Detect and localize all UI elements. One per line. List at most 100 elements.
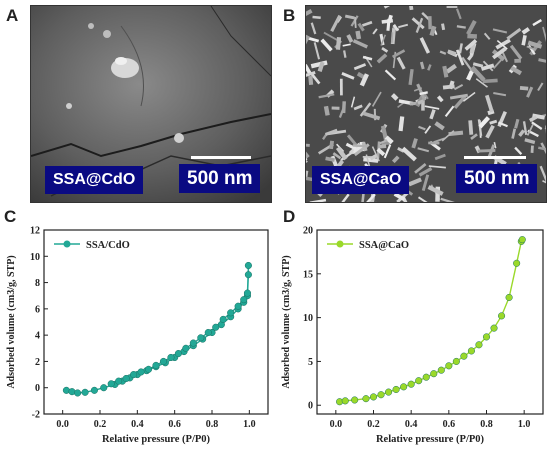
sem-flake: [384, 69, 397, 81]
sem-flake: [470, 65, 486, 82]
sem-flake: [511, 128, 517, 139]
data-point: [100, 384, 108, 392]
sem-flake: [445, 63, 457, 74]
sem-flake: [339, 78, 343, 96]
sem-flake: [475, 78, 488, 88]
sem-flake: [538, 58, 546, 63]
y-tick-label: 0: [35, 383, 40, 394]
x-tick-label: 0.4: [131, 419, 144, 430]
sem-flake: [427, 64, 432, 71]
sem-flake: [492, 46, 507, 60]
y-tick-label: 15: [303, 269, 313, 280]
data-point: [385, 388, 393, 396]
panel-letter-c: C: [4, 207, 17, 226]
chart-d: 0.0 0.2 0.4 0.6 0.8 1.0 0 5 10 15 20 Relative press…: [275, 222, 550, 449]
data-point: [219, 315, 227, 323]
x-axis-label: Relative pressure (P/P0): [376, 434, 485, 445]
sem-flake: [493, 91, 507, 97]
sem-flake: [318, 93, 335, 99]
legend-label: SSA/CdO: [86, 240, 130, 251]
sem-flake: [346, 134, 358, 146]
data-point: [152, 361, 160, 369]
data-point: [244, 271, 252, 279]
y-axis-label: Adsorbed volume (cm3/g, STP): [281, 255, 292, 388]
data-point: [122, 374, 130, 383]
sem-flake: [350, 96, 356, 108]
sem-flake: [433, 137, 446, 144]
sem-flake: [306, 143, 310, 147]
sem-flake: [306, 8, 313, 19]
sem-image-cao: SSA@CaO 500 nm: [305, 5, 547, 203]
sem-flake: [381, 47, 389, 53]
y-tick-label: 10: [303, 313, 313, 324]
data-point: [189, 339, 197, 347]
sem-flake: [380, 34, 387, 46]
data-point: [445, 362, 453, 370]
sem-flake: [397, 147, 405, 153]
sem-flake: [485, 94, 494, 113]
sem-flake: [325, 156, 335, 162]
sem-flake: [485, 124, 495, 139]
y-tick-label: 20: [303, 226, 313, 237]
y-tick-label: -2: [32, 410, 40, 421]
x-tick-label: 1.0: [518, 419, 531, 430]
sem-flake: [371, 146, 380, 162]
sem-flake: [428, 16, 432, 30]
sem-flake: [320, 38, 333, 52]
data-point: [197, 334, 205, 342]
x-axis-label: Relative pressure (P/P0): [102, 434, 211, 445]
sem-flake: [421, 174, 430, 192]
sem-flake: [538, 146, 546, 153]
sem-flake: [524, 138, 536, 145]
x-tick-label: 0.0: [56, 419, 69, 430]
series-line: [339, 239, 523, 403]
panel-letter-b: B: [283, 6, 296, 25]
sem-flake: [428, 165, 446, 169]
sem-flake: [353, 63, 367, 71]
data-point: [144, 365, 153, 373]
sem-flake: [470, 133, 478, 141]
sem-flake: [323, 105, 330, 116]
sample-label-cao: SSA@CaO: [312, 166, 410, 194]
sem-flake: [444, 105, 455, 118]
data-point: [490, 324, 498, 332]
sem-flake: [384, 135, 394, 145]
data-point: [204, 328, 212, 337]
sem-flake: [306, 170, 309, 177]
sem-flake: [317, 61, 325, 72]
scale-bar-cao: [464, 156, 526, 159]
sem-flake: [453, 83, 464, 91]
x-tick-label: 0.2: [94, 419, 107, 430]
sem-flake: [493, 141, 497, 149]
data-point: [460, 352, 468, 360]
sem-flake: [359, 102, 372, 117]
sem-flake: [398, 23, 409, 29]
sem-flake: [335, 37, 342, 50]
sem-flake: [478, 116, 491, 129]
sem-flake: [391, 155, 400, 164]
sem-flake: [442, 84, 455, 90]
x-tick-label: 0.4: [405, 419, 418, 430]
sem-flake: [464, 39, 478, 51]
data-point: [130, 371, 138, 379]
sem-flake: [456, 25, 466, 29]
sem-flake: [359, 73, 369, 87]
sem-flake: [372, 28, 378, 35]
sem-flake: [341, 72, 355, 80]
sem-flake: [532, 19, 542, 27]
sem-flake: [361, 20, 373, 27]
sem-flake: [483, 32, 491, 40]
sem-flake: [362, 55, 373, 61]
sem-flake: [324, 128, 338, 136]
sem-flake: [391, 49, 406, 59]
data-point: [467, 347, 475, 355]
sem-flake: [309, 198, 327, 202]
sem-flake: [362, 155, 377, 158]
sem-flake: [441, 23, 446, 31]
data-point: [430, 370, 438, 378]
sem-flake: [365, 193, 376, 202]
sem-flake: [514, 118, 520, 129]
sem-flake: [357, 22, 365, 32]
sem-flake: [542, 26, 546, 43]
sem-flake: [446, 6, 458, 9]
